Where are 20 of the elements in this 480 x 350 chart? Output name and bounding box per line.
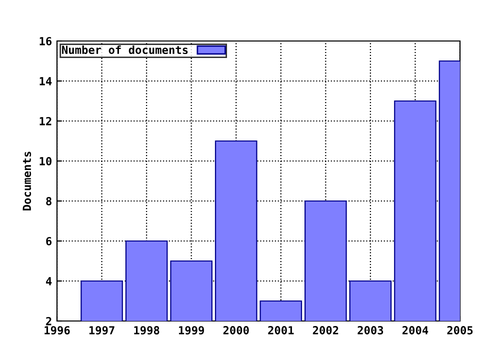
x-tick-label: 1999	[178, 326, 204, 335]
y-tick-label: 14	[40, 77, 52, 86]
y-tick-label: 2	[46, 316, 52, 326]
x-tick-label: 2004	[402, 326, 428, 334]
legend-label: Number of documents	[62, 45, 188, 54]
x-tick-label: 1997	[89, 326, 114, 335]
y-tick-label: 8	[46, 196, 52, 206]
y-tick-label: 6	[46, 236, 52, 246]
y-tick-label: 10	[40, 156, 52, 166]
y-tick-label: 12	[40, 116, 52, 126]
y-tick-label: 4	[46, 277, 52, 286]
y-tick-label: 16	[40, 36, 52, 46]
x-tick-label: 1998	[134, 326, 160, 335]
x-tick-label: 2000	[223, 326, 249, 334]
x-tick-label: 2003	[358, 326, 384, 334]
x-tick-label: 2005	[447, 326, 473, 334]
x-tick-label: 2001	[268, 326, 294, 334]
x-tick-label: 2002	[312, 326, 338, 334]
y-axis-title: Documents	[22, 152, 32, 210]
x-tick-label: 1996	[44, 326, 70, 335]
